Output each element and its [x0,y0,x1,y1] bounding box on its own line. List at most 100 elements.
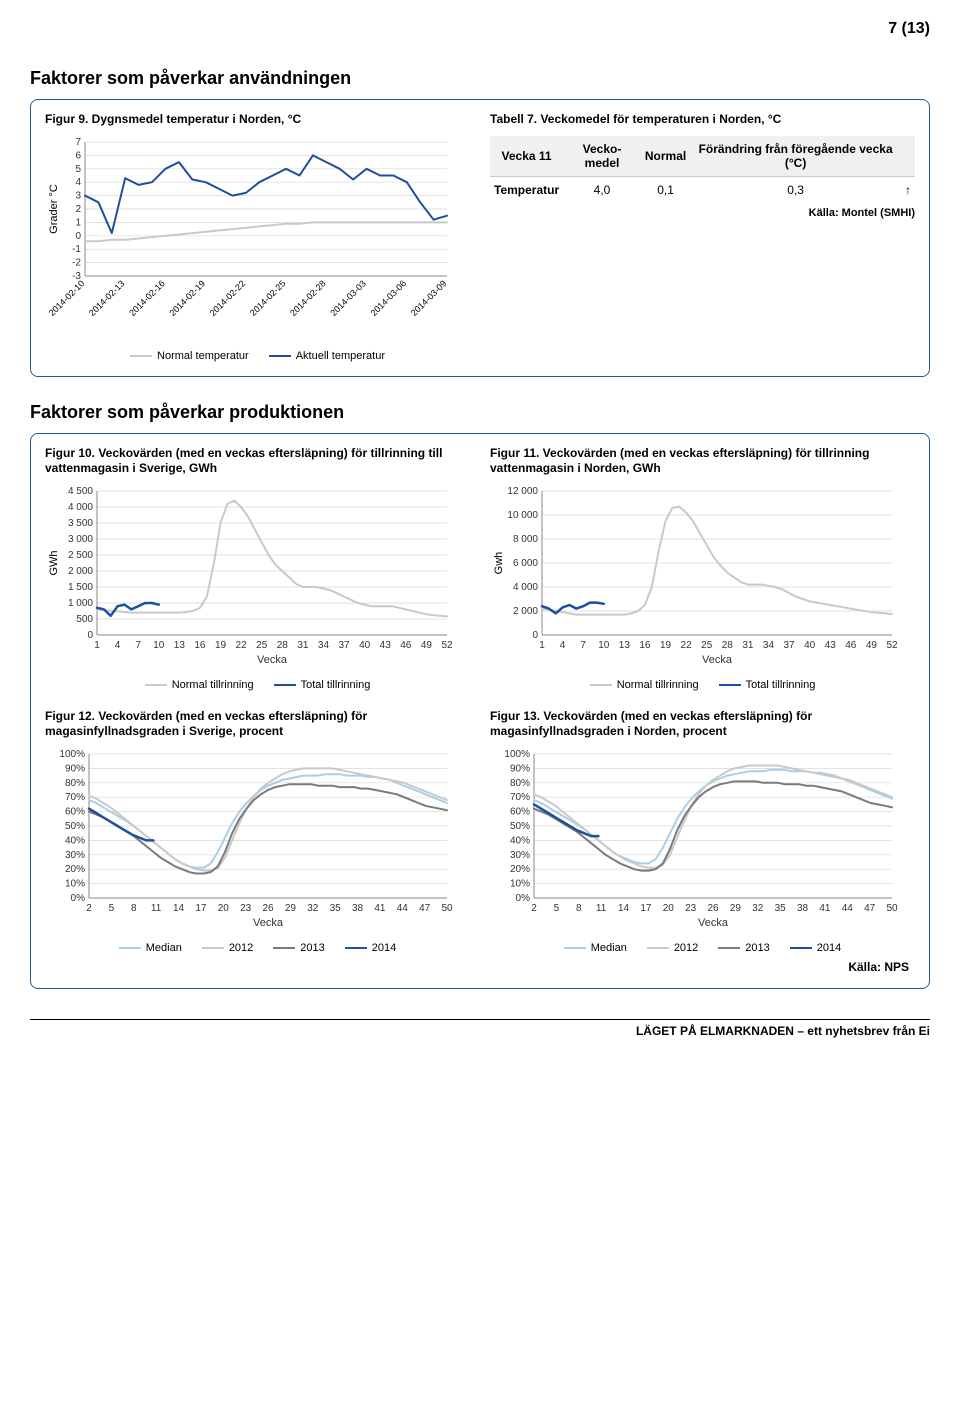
svg-text:Gwh: Gwh [493,551,505,574]
svg-text:10%: 10% [510,879,530,890]
tab7-table: Vecka 11 Vecko-medel Normal Förändring f… [490,136,915,203]
svg-text:0%: 0% [516,893,531,904]
svg-text:11: 11 [596,903,607,914]
svg-text:32: 32 [752,903,764,914]
svg-text:52: 52 [441,640,453,651]
svg-text:7: 7 [135,640,141,651]
svg-text:60%: 60% [65,807,85,818]
svg-text:1: 1 [539,640,545,651]
svg-text:46: 46 [400,640,412,651]
svg-text:2: 2 [75,204,81,215]
tab7-container: Tabell 7. Veckomedel för temperaturen i … [490,112,915,362]
tab7-c0: 4,0 [563,176,641,203]
svg-text:28: 28 [722,640,734,651]
svg-text:37: 37 [783,640,795,651]
page-number: 7 (13) [30,20,930,38]
svg-text:1: 1 [94,640,100,651]
tab7-h3: Förändring från föregående vecka (°C) [690,136,901,177]
svg-text:29: 29 [285,903,297,914]
svg-text:50%: 50% [65,821,85,832]
svg-text:-2: -2 [72,257,81,268]
svg-text:Vecka: Vecka [698,917,729,929]
chart-fig10-legend: Normal tillrinningTotal tillrinning [45,679,470,691]
svg-text:2014-02-16: 2014-02-16 [127,278,167,318]
svg-text:10: 10 [598,640,610,651]
fig11-container: Figur 11. Veckovärden (med en veckas eft… [490,446,915,691]
svg-text:31: 31 [297,640,309,651]
svg-text:90%: 90% [65,763,85,774]
svg-text:2014-03-03: 2014-03-03 [328,278,368,318]
svg-text:2 000: 2 000 [513,606,538,617]
svg-text:29: 29 [730,903,742,914]
svg-text:40: 40 [359,640,371,651]
svg-text:0%: 0% [71,893,86,904]
svg-text:22: 22 [681,640,693,651]
fig13-container: Figur 13. Veckovärden (med en veckas eft… [490,709,915,954]
fig12-container: Figur 12. Veckovärden (med en veckas eft… [45,709,470,954]
svg-text:41: 41 [819,903,831,914]
svg-text:16: 16 [639,640,651,651]
tab7-h1: Vecko-medel [563,136,641,177]
svg-text:26: 26 [707,903,719,914]
svg-text:2: 2 [86,903,92,914]
fig9-container: Figur 9. Dygnsmedel temperatur i Norden,… [45,112,470,362]
svg-text:13: 13 [619,640,631,651]
svg-text:30%: 30% [65,850,85,861]
svg-text:90%: 90% [510,763,530,774]
svg-text:44: 44 [842,903,854,914]
svg-text:Vecka: Vecka [253,917,284,929]
tab7-h4 [901,136,915,177]
tab7-c1: 0,1 [641,176,690,203]
legend-item: Total tillrinning [274,679,371,691]
legend-item: Total tillrinning [719,679,816,691]
svg-text:25: 25 [256,640,268,651]
svg-text:-1: -1 [72,244,81,255]
svg-text:500: 500 [76,614,93,625]
svg-text:2 000: 2 000 [68,566,93,577]
tab7-h0: Vecka 11 [490,136,563,177]
svg-text:5: 5 [75,163,81,174]
svg-text:4: 4 [75,177,81,188]
section-title-2: Faktorer som påverkar produktionen [30,402,930,423]
svg-text:47: 47 [864,903,876,914]
section-title-1: Faktorer som påverkar användningen [30,68,930,89]
svg-text:49: 49 [421,640,433,651]
svg-text:5: 5 [109,903,115,914]
svg-text:43: 43 [825,640,837,651]
panel-usage: Figur 9. Dygnsmedel temperatur i Norden,… [30,99,930,377]
svg-text:3 500: 3 500 [68,518,93,529]
svg-text:28: 28 [277,640,289,651]
svg-text:52: 52 [886,640,898,651]
svg-text:34: 34 [763,640,775,651]
svg-text:13: 13 [174,640,186,651]
legend-item: 2013 [718,942,769,954]
svg-text:11: 11 [151,903,162,914]
legend-item: Normal tillrinning [590,679,699,691]
svg-text:44: 44 [397,903,409,914]
svg-text:20%: 20% [65,864,85,875]
svg-text:23: 23 [685,903,697,914]
svg-text:40: 40 [804,640,816,651]
svg-text:0: 0 [75,230,81,241]
fig12-title: Figur 12. Veckovärden (med en veckas eft… [45,709,470,740]
svg-text:14: 14 [173,903,185,914]
svg-text:35: 35 [775,903,787,914]
svg-text:4: 4 [560,640,566,651]
svg-text:2014-02-22: 2014-02-22 [208,278,248,318]
svg-text:Vecka: Vecka [257,654,288,666]
svg-text:40%: 40% [510,835,530,846]
svg-text:1 500: 1 500 [68,582,93,593]
svg-text:1: 1 [75,217,81,228]
svg-text:16: 16 [194,640,206,651]
svg-text:50: 50 [886,903,898,914]
tab7-rowlabel: Temperatur [490,176,563,203]
chart-fig12-svg: 0%10%20%30%40%50%60%70%80%90%100%2581114… [45,748,455,938]
tab7-c2: 0,3 [690,176,901,203]
svg-text:7: 7 [580,640,586,651]
panel-production: Figur 10. Veckovärden (med en veckas eft… [30,433,930,989]
svg-text:50: 50 [441,903,453,914]
legend-item: Normal temperatur [130,350,249,362]
svg-text:22: 22 [236,640,248,651]
svg-text:17: 17 [195,903,207,914]
svg-text:5: 5 [554,903,560,914]
